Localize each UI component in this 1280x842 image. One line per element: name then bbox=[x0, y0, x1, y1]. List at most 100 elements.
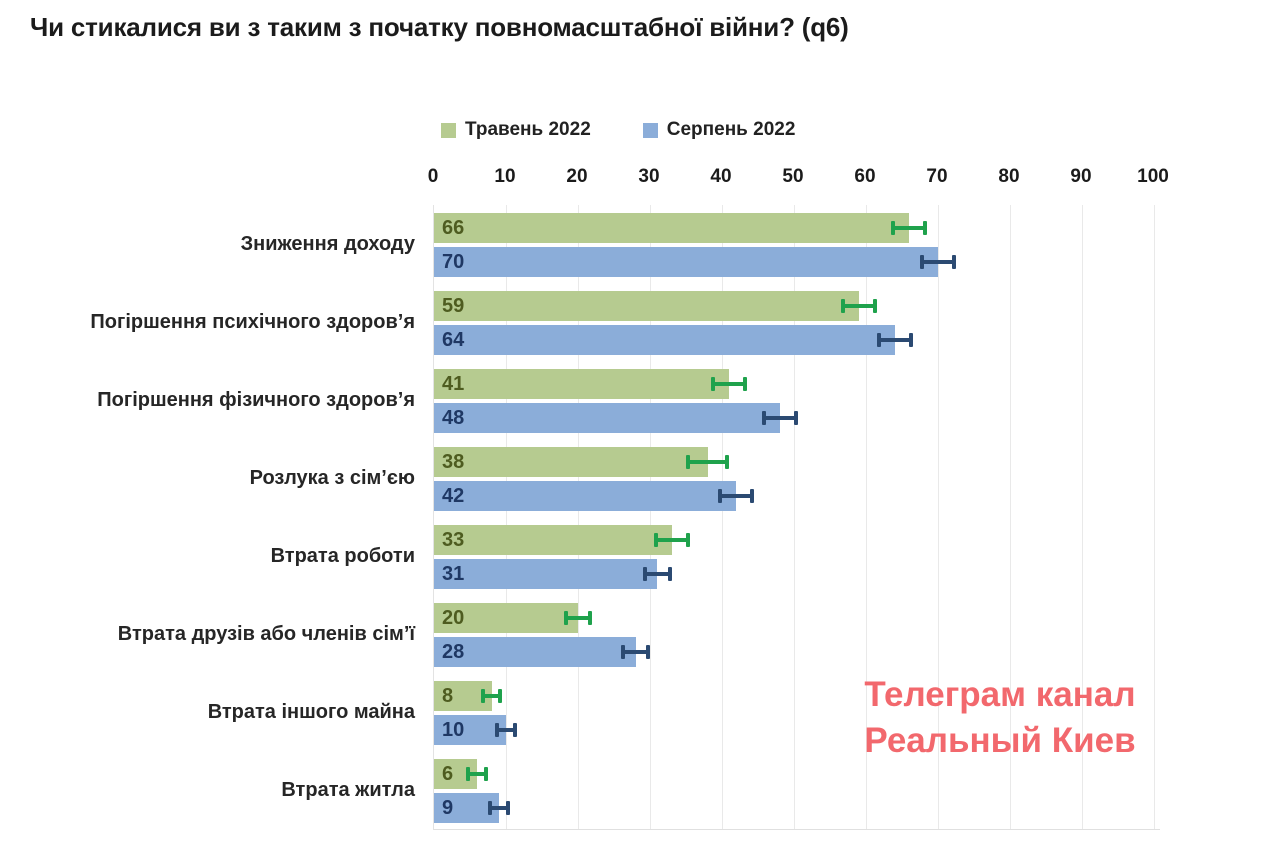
bar-value-label: 8 bbox=[442, 685, 454, 707]
error-bar-cap bbox=[750, 489, 755, 503]
gridline bbox=[794, 205, 795, 829]
category-label: Зниження доходу bbox=[240, 232, 415, 255]
error-bar-cap bbox=[667, 567, 672, 581]
x-axis-tick: 60 bbox=[854, 166, 876, 187]
error-bar bbox=[686, 455, 730, 469]
gridline bbox=[722, 205, 723, 829]
error-bar-line bbox=[763, 416, 796, 420]
bar-aug-2022: 28 bbox=[434, 637, 636, 667]
chart-title: Чи стикалися ви з таким з початку повном… bbox=[30, 12, 849, 42]
bar-value-label: 59 bbox=[442, 295, 465, 317]
category-row: 66 70 bbox=[434, 205, 1160, 283]
bar-may-2022: 41 bbox=[434, 369, 730, 399]
category-row: 59 64 bbox=[434, 283, 1160, 361]
category-label: Погіршення психічного здоров’я bbox=[90, 310, 415, 333]
watermark-line2: Реальный Киев bbox=[864, 720, 1136, 760]
bar-value-label: 42 bbox=[442, 485, 465, 507]
error-bar-cap bbox=[483, 767, 488, 781]
x-axis-tick: 0 bbox=[427, 166, 439, 187]
error-bar-line bbox=[644, 572, 670, 576]
error-bar-line bbox=[490, 806, 508, 810]
error-bar bbox=[621, 645, 650, 659]
bar-may-2022: 20 bbox=[434, 603, 578, 633]
error-bar-cap bbox=[923, 221, 928, 235]
error-bar-line bbox=[688, 460, 728, 464]
x-axis-tick: 20 bbox=[566, 166, 588, 187]
error-bar-line bbox=[655, 538, 688, 542]
gridline bbox=[506, 205, 507, 829]
bar-aug-2022: 31 bbox=[434, 559, 658, 589]
category-label: Втрата іншого майна bbox=[207, 700, 415, 723]
legend-label-aug: Серпень 2022 bbox=[666, 119, 796, 140]
watermark: Телеграм канал Реальный Киев bbox=[828, 672, 1172, 763]
category-row: 41 48 bbox=[434, 361, 1160, 439]
error-bar-cap bbox=[685, 533, 690, 547]
bar-aug-2022: 42 bbox=[434, 481, 737, 511]
error-bar-cap bbox=[793, 411, 798, 425]
error-bar bbox=[891, 221, 928, 235]
category-row: 38 42 bbox=[434, 439, 1160, 517]
error-bar-cap bbox=[908, 333, 913, 347]
error-bar-line bbox=[893, 226, 926, 230]
gridline bbox=[650, 205, 651, 829]
bar-value-label: 9 bbox=[442, 797, 454, 819]
bar-aug-2022: 48 bbox=[434, 403, 780, 433]
error-bar bbox=[488, 801, 510, 815]
error-bar bbox=[718, 489, 755, 503]
error-bar-cap bbox=[872, 299, 877, 313]
error-bar-cap bbox=[725, 455, 730, 469]
bar-may-2022: 38 bbox=[434, 447, 708, 477]
category-labels: Зниження доходу Погіршення психічного здо… bbox=[0, 205, 424, 829]
bar-value-label: 6 bbox=[442, 763, 454, 785]
error-bar-line bbox=[878, 338, 911, 342]
error-bar-line bbox=[713, 382, 746, 386]
legend-label-may: Травень 2022 bbox=[465, 119, 591, 140]
error-bar-line bbox=[623, 650, 648, 654]
category-label: Втрата житла bbox=[281, 778, 415, 801]
bar-value-label: 41 bbox=[442, 373, 465, 395]
error-bar bbox=[761, 411, 798, 425]
bar-value-label: 64 bbox=[442, 329, 465, 351]
bar-value-label: 70 bbox=[442, 251, 465, 273]
plot-area: 66 70 59 64 41 48 38 42 33 31 20 28 8 10 6 9 bbox=[433, 205, 1160, 830]
error-bar bbox=[840, 299, 877, 313]
error-bar bbox=[563, 611, 593, 625]
x-axis-tick: 30 bbox=[638, 166, 660, 187]
bar-value-label: 10 bbox=[442, 719, 465, 741]
x-axis-tick: 10 bbox=[494, 166, 516, 187]
legend-swatch-may-icon bbox=[441, 122, 456, 138]
category-label: Втрата друзів або членів сім’ї bbox=[117, 622, 415, 645]
error-bar-line bbox=[842, 304, 875, 308]
bar-value-label: 66 bbox=[442, 217, 465, 239]
bar-value-label: 31 bbox=[442, 563, 465, 585]
legend-swatch-aug-icon bbox=[642, 122, 658, 138]
bar-may-2022: 6 bbox=[434, 759, 478, 789]
error-bar-cap bbox=[952, 255, 956, 269]
bar-may-2022: 59 bbox=[434, 291, 859, 321]
error-bar-cap bbox=[743, 377, 748, 391]
gridline bbox=[1082, 205, 1083, 829]
bar-value-label: 38 bbox=[442, 451, 465, 473]
x-axis-tick: 100 bbox=[1137, 166, 1169, 187]
bar-value-label: 33 bbox=[442, 529, 465, 551]
error-bar-cap bbox=[512, 723, 517, 737]
gridline bbox=[938, 205, 939, 829]
category-label: Розлука з сім’єю bbox=[249, 466, 415, 489]
bar-aug-2022: 10 bbox=[434, 715, 506, 745]
gridline bbox=[578, 205, 579, 829]
bar-value-label: 28 bbox=[442, 641, 465, 663]
x-axis: 0 10 20 30 40 50 60 70 80 90 100 bbox=[428, 166, 1169, 192]
watermark-line1: Телеграм канал bbox=[864, 675, 1136, 714]
error-bar bbox=[711, 377, 748, 391]
gridline bbox=[1154, 205, 1155, 829]
error-bar-line bbox=[468, 772, 486, 776]
category-label: Погіршення фізичного здоров’я bbox=[97, 388, 415, 411]
error-bar bbox=[920, 255, 956, 269]
bar-may-2022: 33 bbox=[434, 525, 672, 555]
error-bar-line bbox=[720, 494, 753, 498]
error-bar-cap bbox=[588, 611, 593, 625]
category-row: 20 28 bbox=[434, 595, 1160, 673]
x-axis-tick: 70 bbox=[926, 166, 948, 187]
